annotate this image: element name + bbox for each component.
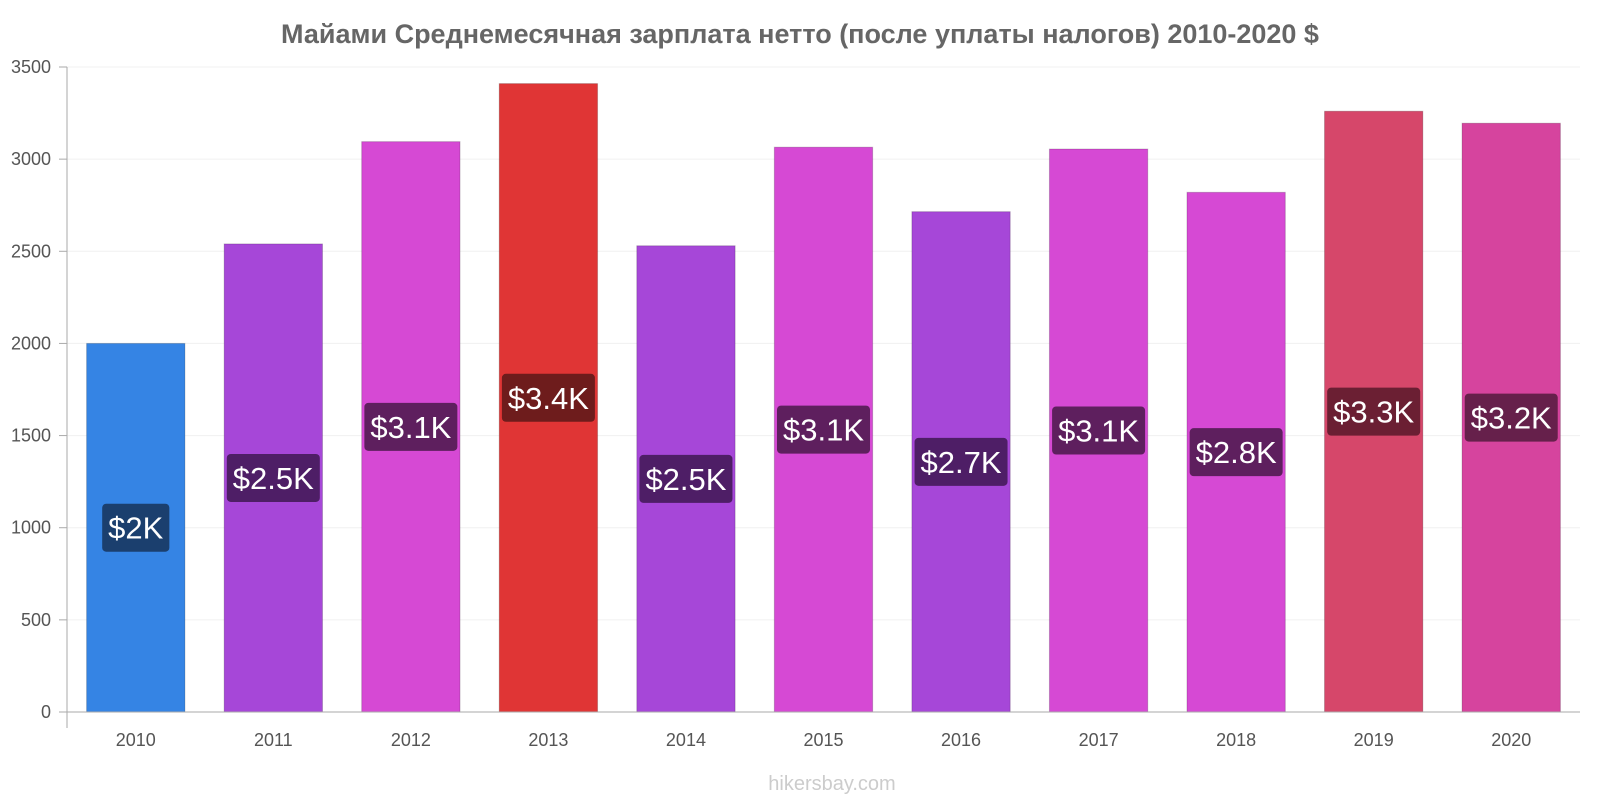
data-label: $2.5K — [226, 453, 320, 502]
data-label-text: $3.1K — [370, 410, 451, 445]
y-tick-label: 1000 — [11, 518, 51, 538]
data-label: $2.8K — [1189, 428, 1283, 477]
data-label-text: $3.2K — [1471, 401, 1552, 436]
x-tick-label: 2014 — [666, 730, 706, 750]
y-tick-label: 3000 — [11, 149, 51, 169]
data-label-text: $2.7K — [921, 445, 1002, 480]
data-label-text: $3.3K — [1333, 395, 1414, 430]
data-label: $2.5K — [639, 454, 733, 503]
data-label: $2K — [102, 503, 170, 552]
data-label-text: $2K — [108, 511, 163, 546]
x-tick-label: 2012 — [391, 730, 431, 750]
data-label: $3.3K — [1327, 387, 1421, 436]
data-label-background — [914, 437, 1008, 486]
data-label-background — [1052, 406, 1146, 455]
data-label: $3.2K — [1464, 393, 1558, 442]
x-tick-label: 2015 — [803, 730, 843, 750]
data-label: $3.1K — [1052, 406, 1146, 455]
chart-title: Майами Среднемесячная зарплата нетто (по… — [281, 19, 1319, 49]
data-label-background — [226, 453, 320, 502]
data-label: $3.1K — [776, 405, 871, 454]
data-label-background — [364, 402, 458, 451]
data-label-text: $3.1K — [783, 413, 864, 448]
y-tick-label: 3500 — [11, 57, 51, 77]
y-tick-label: 2000 — [11, 333, 51, 353]
x-tick-label: 2020 — [1491, 730, 1531, 750]
data-label-background — [1189, 428, 1283, 477]
x-tick-label: 2016 — [941, 730, 981, 750]
data-label-text: $2.8K — [1196, 435, 1277, 470]
source-credit: hikersbay.com — [768, 773, 895, 795]
data-label: $3.1K — [364, 402, 458, 451]
data-label: $2.7K — [914, 437, 1008, 486]
data-label-text: $2.5K — [645, 462, 726, 497]
x-tick-label: 2017 — [1079, 730, 1119, 750]
y-tick-label: 2500 — [11, 241, 51, 261]
data-label-background — [1464, 393, 1558, 442]
data-label-background — [1327, 387, 1421, 436]
x-tick-label: 2011 — [254, 730, 293, 750]
data-label-text: $3.4K — [508, 381, 589, 416]
data-label-background — [501, 373, 595, 422]
y-tick-label: 500 — [21, 610, 51, 630]
x-tick-label: 2013 — [528, 730, 568, 750]
data-label-text: $2.5K — [233, 461, 314, 496]
data-label-text: $3.1K — [1058, 414, 1139, 449]
data-labels: $2K $2.5K $3.1K $3.4K $2.5K $3.1K $2.7K $3.1K $2… — [102, 373, 1558, 552]
y-tick-label: 1500 — [11, 426, 51, 446]
axes: 0 500 1000 1500 2000 2500 3000 3500 2010 2011 2012… — [11, 57, 1580, 750]
y-tick-label: 0 — [41, 702, 51, 722]
data-label-background — [776, 405, 871, 454]
x-tick-label: 2018 — [1216, 730, 1256, 750]
data-label-background — [639, 454, 733, 503]
data-label-background — [102, 503, 170, 552]
data-label: $3.4K — [501, 373, 595, 422]
x-tick-label: 2010 — [116, 730, 156, 750]
x-tick-label: 2019 — [1354, 730, 1394, 750]
